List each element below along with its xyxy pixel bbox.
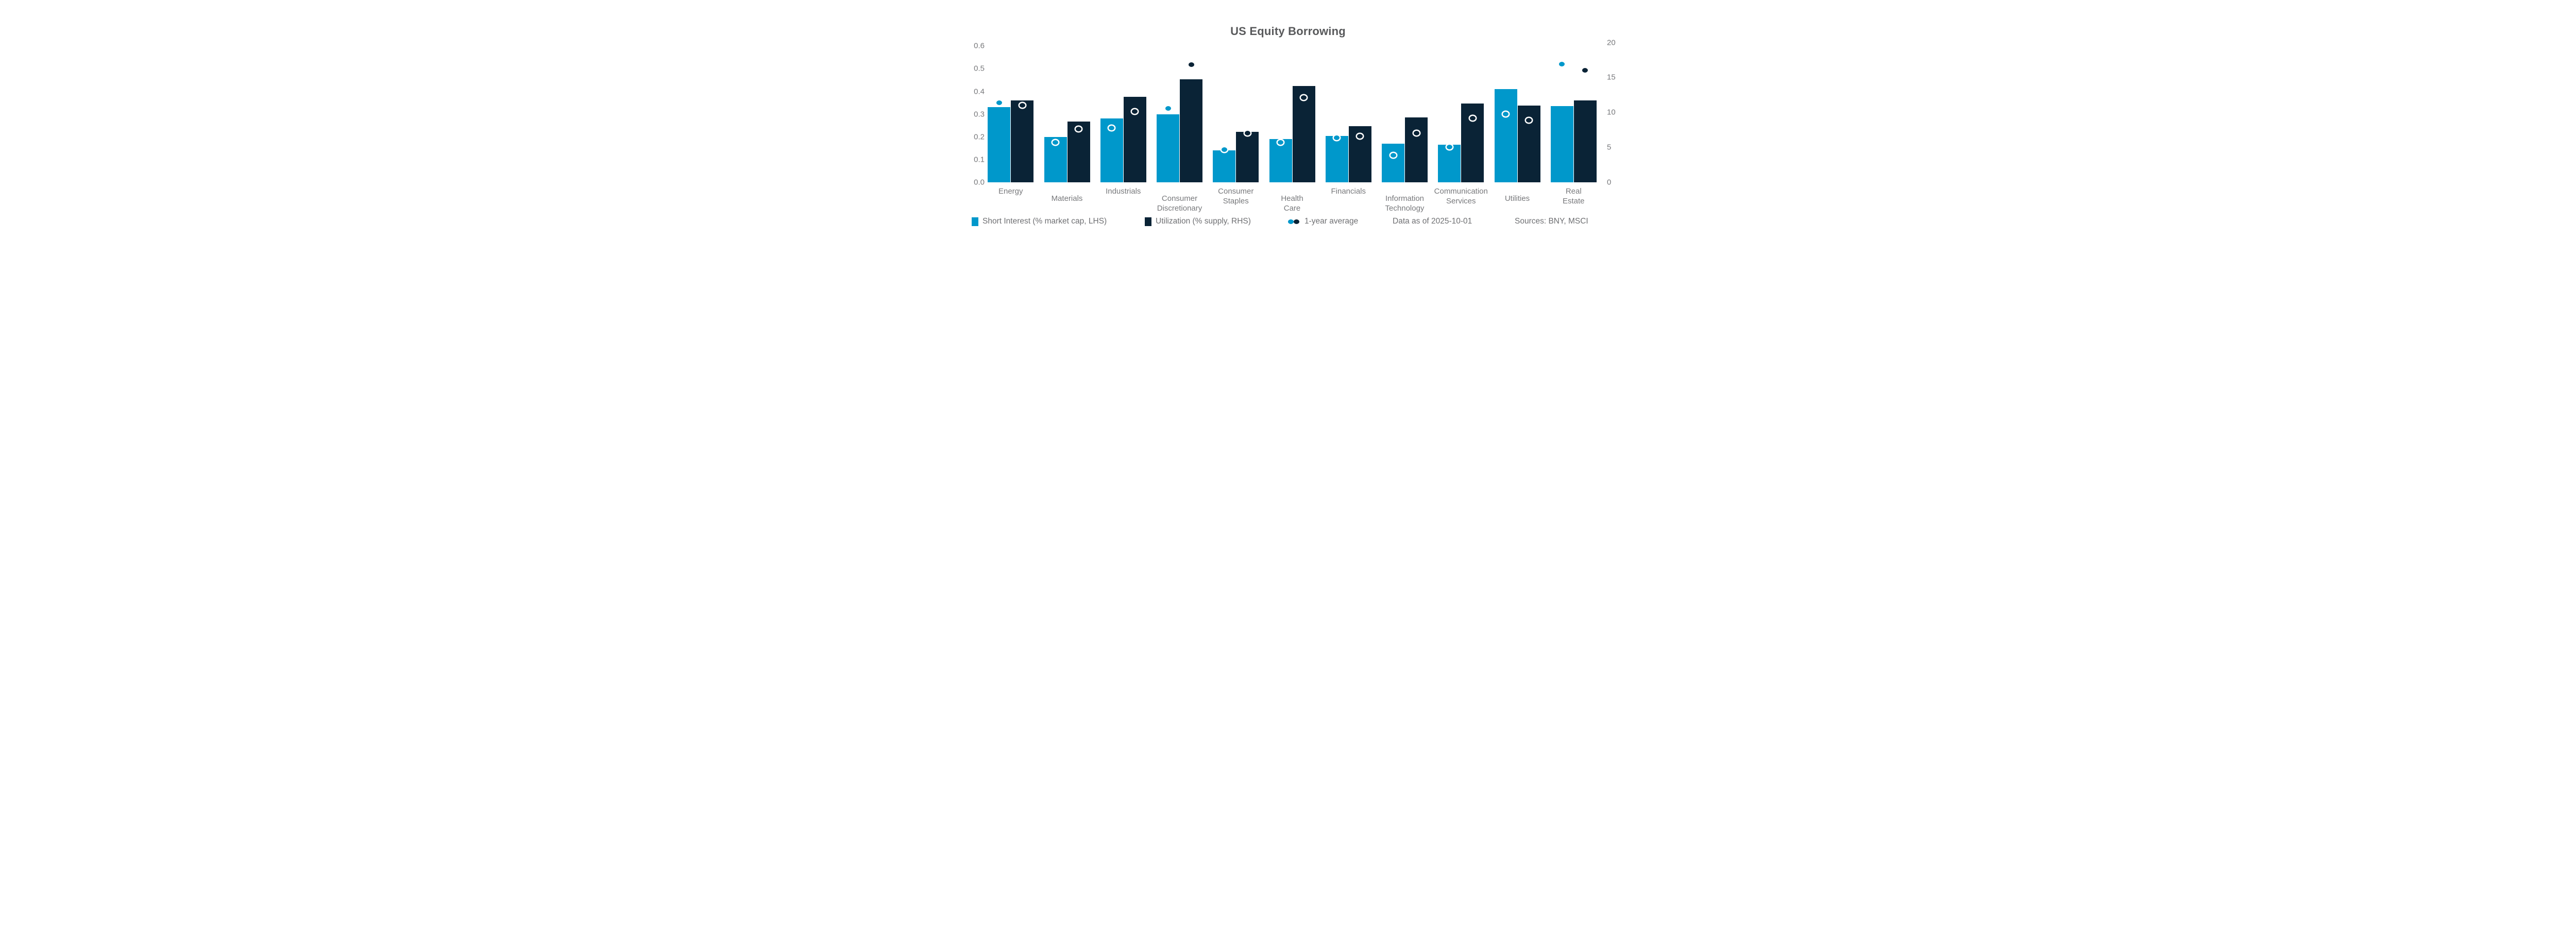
right-axis-tick-label: 5 xyxy=(1607,143,1612,152)
utilization-average-marker xyxy=(1301,95,1307,100)
category-label: Communication Services xyxy=(1422,186,1500,206)
legend-item-utilization: Utilization (% supply, RHS) xyxy=(1145,215,1251,228)
category-label: Consumer Discretionary xyxy=(1141,194,1218,213)
average-dots xyxy=(1288,219,1300,225)
category-label: Industrials xyxy=(1084,186,1162,196)
category-label-line: Consumer xyxy=(1161,194,1198,203)
short-interest-bar xyxy=(1382,143,1404,182)
utilization-average-marker xyxy=(1076,127,1081,132)
utilization-average-dot-icon xyxy=(1294,219,1299,224)
short-interest-bar xyxy=(1550,106,1573,182)
category-label-line: Estate xyxy=(1562,197,1585,205)
short-interest-average-marker xyxy=(1446,145,1452,150)
category-label-line: Communication xyxy=(1434,187,1488,196)
utilization-swatch-icon xyxy=(1145,217,1151,226)
plot-area: 0.0 0.1 0.2 0.3 0.4 0.5 0.6 0 5 10 15 20 Energy Mater… xyxy=(940,5,1636,237)
short-interest-bar xyxy=(1494,89,1517,182)
right-axis-tick-label: 0 xyxy=(1607,178,1612,187)
utilization-average-marker xyxy=(1357,133,1363,139)
utilization-average-marker xyxy=(1413,131,1419,136)
category-label-line: Industrials xyxy=(1106,187,1141,196)
chart-page: US Equity Borrowing 0.0 0.1 0.2 0.3 0.4 0.5 0.… xyxy=(930,0,1646,242)
category-label-line: Energy xyxy=(998,187,1023,196)
short-interest-average-dot-icon xyxy=(1288,219,1294,224)
legend-label-short-interest: Short Interest (% market cap, LHS) xyxy=(982,217,1107,226)
utilization-bar xyxy=(1011,100,1034,182)
category-label: Information Technology xyxy=(1366,194,1444,213)
utilization-bar xyxy=(1067,121,1090,182)
category-label-line: Care xyxy=(1283,204,1301,213)
short-interest-bar xyxy=(1157,114,1179,182)
utilization-average-marker xyxy=(1188,62,1194,67)
short-interest-average-marker xyxy=(1221,147,1227,152)
short-interest-bar xyxy=(1269,139,1292,182)
category-label-line: Services xyxy=(1446,197,1476,205)
category-label: Materials xyxy=(1028,194,1106,203)
utilization-average-marker xyxy=(1132,109,1138,114)
left-axis-tick-label: 0.5 xyxy=(974,64,985,73)
chart-title: US Equity Borrowing xyxy=(1230,25,1346,38)
utilization-average-marker xyxy=(1469,115,1476,121)
short-interest-average-marker xyxy=(1278,140,1283,145)
short-interest-bar xyxy=(988,107,1011,182)
category-label-line: Discretionary xyxy=(1157,204,1202,213)
footnote-sources: Sources: BNY, MSCI xyxy=(1515,217,1588,226)
category-label-line: Financials xyxy=(1331,187,1366,196)
left-axis-tick-label: 0.2 xyxy=(974,132,985,142)
category-label-line: Real xyxy=(1565,187,1582,196)
short-interest-average-marker xyxy=(996,100,1002,106)
left-axis-tick-label: 0.6 xyxy=(974,41,985,50)
category-label-line: Information xyxy=(1385,194,1425,203)
utilization-bar xyxy=(1236,132,1259,182)
category-label-line: Consumer xyxy=(1218,187,1254,196)
category-label: Health Care xyxy=(1253,194,1331,213)
right-axis-tick-label: 10 xyxy=(1607,108,1616,117)
short-interest-average-marker xyxy=(1390,152,1396,158)
legend-item-average: 1-year average xyxy=(1288,215,1358,228)
utilization-bar xyxy=(1292,85,1315,182)
category-label: Energy xyxy=(972,186,1049,196)
short-interest-average-marker xyxy=(1334,135,1340,141)
utilization-average-marker xyxy=(1244,131,1250,136)
utilization-bar xyxy=(1517,105,1540,182)
short-interest-average-marker xyxy=(1503,112,1509,117)
short-interest-bar xyxy=(1325,135,1348,182)
category-label-line: Utilities xyxy=(1504,194,1530,203)
utilization-bar xyxy=(1180,79,1202,182)
utilization-bar xyxy=(1405,117,1428,182)
utilization-average-marker xyxy=(1526,117,1532,123)
short-interest-swatch-icon xyxy=(972,217,978,226)
legend-label-utilization: Utilization (% supply, RHS) xyxy=(1156,217,1251,226)
utilization-average-marker xyxy=(1582,68,1588,73)
left-axis-tick-label: 0.0 xyxy=(974,178,985,187)
left-axis-tick-label: 0.1 xyxy=(974,155,985,164)
short-interest-average-marker xyxy=(1053,140,1058,145)
utilization-bar xyxy=(1573,100,1597,182)
category-label-line: Technology xyxy=(1385,204,1425,213)
category-label: Real Estate xyxy=(1535,186,1612,206)
short-interest-average-marker xyxy=(1109,125,1115,130)
category-label-line: Health xyxy=(1281,194,1303,203)
legend-item-short-interest: Short Interest (% market cap, LHS) xyxy=(972,215,1107,228)
left-axis-tick-label: 0.4 xyxy=(974,87,985,96)
right-axis-tick-label: 20 xyxy=(1607,38,1616,47)
left-axis-tick-label: 0.3 xyxy=(974,110,985,119)
legend-label-average: 1-year average xyxy=(1304,217,1359,226)
us-equity-borrowing-chart: US Equity Borrowing 0.0 0.1 0.2 0.3 0.4 0.5 0.… xyxy=(940,5,1636,237)
category-label: Utilities xyxy=(1479,194,1556,203)
category-label-line: Materials xyxy=(1051,194,1083,203)
utilization-bar xyxy=(1461,103,1484,182)
short-interest-average-marker xyxy=(1559,62,1565,67)
short-interest-bar xyxy=(1438,145,1461,182)
utilization-average-marker xyxy=(1019,103,1025,108)
legend: Short Interest (% market cap, LHS) Utili… xyxy=(940,215,1636,231)
right-axis-tick-label: 15 xyxy=(1607,73,1616,82)
category-label-line: Staples xyxy=(1223,197,1249,205)
category-label: Consumer Staples xyxy=(1197,186,1275,206)
short-interest-average-marker xyxy=(1165,106,1171,111)
footnote-as-of: Data as of 2025-10-01 xyxy=(1393,217,1472,226)
category-label: Financials xyxy=(1310,186,1387,196)
short-interest-bar xyxy=(1213,150,1236,182)
